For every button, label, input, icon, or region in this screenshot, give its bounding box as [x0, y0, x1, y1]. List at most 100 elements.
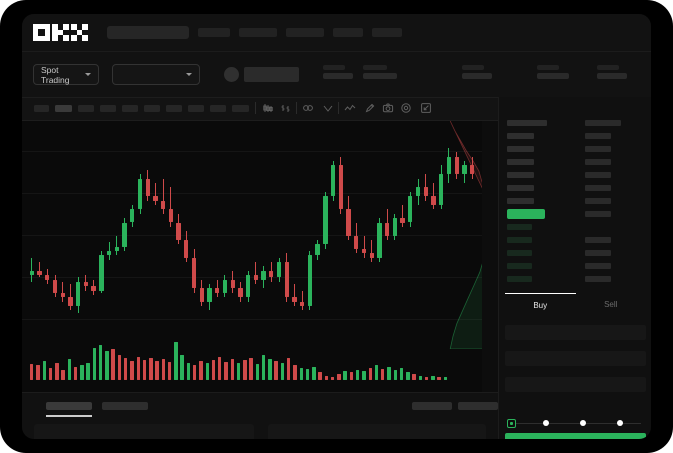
timeframe-button-1[interactable] [34, 105, 49, 112]
submit-buy-button[interactable] [505, 433, 646, 439]
stat-volume-24h [597, 65, 627, 82]
orderbook-row-size[interactable] [585, 250, 611, 256]
global-search-input[interactable] [107, 26, 189, 39]
slider-stop-75[interactable] [617, 420, 623, 426]
price-chart-pane[interactable] [22, 121, 482, 392]
trading-pair-selector[interactable] [112, 64, 200, 85]
timeframe-button-5[interactable] [122, 105, 138, 112]
orderbook-row-price[interactable] [507, 172, 534, 178]
volume-bar [393, 369, 398, 380]
orderbook-row-price[interactable] [507, 198, 534, 204]
volume-bar [73, 366, 78, 380]
slider-handle[interactable] [507, 419, 516, 428]
orderbook-row-size[interactable] [585, 185, 611, 191]
okx-logo[interactable] [33, 24, 88, 41]
timeframe-button-7[interactable] [166, 105, 182, 112]
trading-mode-selector[interactable]: Spot Trading [33, 64, 99, 85]
orderbook-row-price[interactable] [507, 159, 534, 165]
volume-bar [243, 359, 247, 380]
orderbook-row-size[interactable] [585, 172, 611, 178]
candlestick-series [22, 121, 482, 336]
orderbook-row-price[interactable] [507, 146, 534, 152]
orderbook-highlighted-price[interactable] [507, 209, 545, 219]
nav-item-1[interactable] [198, 28, 230, 37]
order-field-1[interactable] [505, 325, 646, 340]
indicators-icon[interactable] [302, 102, 314, 114]
nav-item-3[interactable] [286, 28, 324, 37]
slider-stop-25[interactable] [543, 420, 549, 426]
orderbook-row-price[interactable] [507, 237, 532, 243]
candle-body [400, 218, 405, 223]
candle-body [83, 281, 89, 287]
orderbook-row-size[interactable] [585, 237, 611, 243]
candle-body [261, 270, 266, 280]
bar-chart-icon[interactable] [280, 102, 292, 114]
nav-item-4[interactable] [333, 28, 363, 37]
timeframe-button-8[interactable] [188, 105, 204, 112]
candle-body [469, 165, 475, 175]
top-navigation-bar [22, 14, 651, 51]
candle-body [68, 297, 73, 306]
candlestick-chart-icon[interactable] [262, 102, 274, 114]
nav-item-2[interactable] [239, 28, 277, 37]
bottom-action-2[interactable] [458, 402, 498, 410]
volume-bar [130, 361, 134, 380]
nav-item-5[interactable] [372, 28, 402, 37]
orderbook-row-size[interactable] [585, 276, 611, 282]
fullscreen-icon[interactable] [420, 102, 432, 114]
candle-body [222, 279, 228, 293]
volume-bar [293, 365, 297, 380]
orderbook-row-size[interactable] [585, 120, 621, 126]
orderbook-row-price[interactable] [507, 276, 532, 282]
orderbook-row-size[interactable] [585, 159, 611, 165]
timeframe-button-2[interactable] [55, 105, 72, 112]
candle-body [323, 196, 328, 245]
candle-body [276, 262, 282, 278]
orderbook-row-price[interactable] [507, 120, 547, 126]
orderbook-row-price[interactable] [507, 185, 534, 191]
pencil-draw-icon[interactable] [364, 102, 376, 114]
orderbook-row-size[interactable] [585, 133, 611, 139]
chart-gridline [22, 235, 482, 236]
tab-sell[interactable]: Sell [604, 300, 618, 309]
settings-gear-icon[interactable] [400, 102, 412, 114]
timeframe-button-3[interactable] [78, 105, 94, 112]
volume-bar [80, 365, 84, 380]
candle-wick [108, 242, 110, 260]
orderbook-row-price[interactable] [507, 224, 532, 230]
orderbook-row-price[interactable] [507, 133, 534, 139]
candle-body [91, 286, 96, 291]
orderbook-row-price[interactable] [507, 263, 532, 269]
candle-body [114, 246, 119, 252]
orderbook-row-size[interactable] [585, 198, 611, 204]
compare-icon[interactable] [322, 102, 334, 114]
candle-body [52, 279, 58, 293]
orders-bottom-panel [22, 392, 498, 439]
timeframe-button-9[interactable] [210, 105, 226, 112]
tab-order-history[interactable] [102, 402, 148, 410]
orderbook-list[interactable] [499, 118, 651, 293]
amount-percent-slider[interactable] [507, 419, 644, 428]
timeframe-button-6[interactable] [144, 105, 160, 112]
bottom-action-1[interactable] [412, 402, 452, 410]
camera-snapshot-icon[interactable] [382, 102, 394, 114]
line-chart-icon[interactable] [344, 102, 356, 114]
tab-open-orders[interactable] [46, 402, 92, 410]
order-field-3[interactable] [505, 377, 646, 392]
order-field-2[interactable] [505, 351, 646, 366]
candle-body [137, 178, 143, 210]
logo-letter-o [33, 24, 50, 41]
orderbook-row-size[interactable] [585, 263, 611, 269]
orderbook-row-size[interactable] [585, 146, 611, 152]
tab-buy[interactable]: Buy [505, 293, 576, 315]
orderbook-row-size[interactable] [585, 211, 611, 217]
timeframe-button-4[interactable] [100, 105, 116, 112]
candle-body [454, 156, 459, 175]
slider-stop-50[interactable] [580, 420, 586, 426]
depth-overlay-chart [446, 121, 482, 350]
volume-bar [274, 361, 278, 380]
candle-body [354, 235, 359, 249]
orderbook-row-price[interactable] [507, 250, 532, 256]
volume-bar [192, 365, 197, 380]
timeframe-button-10[interactable] [232, 105, 249, 112]
